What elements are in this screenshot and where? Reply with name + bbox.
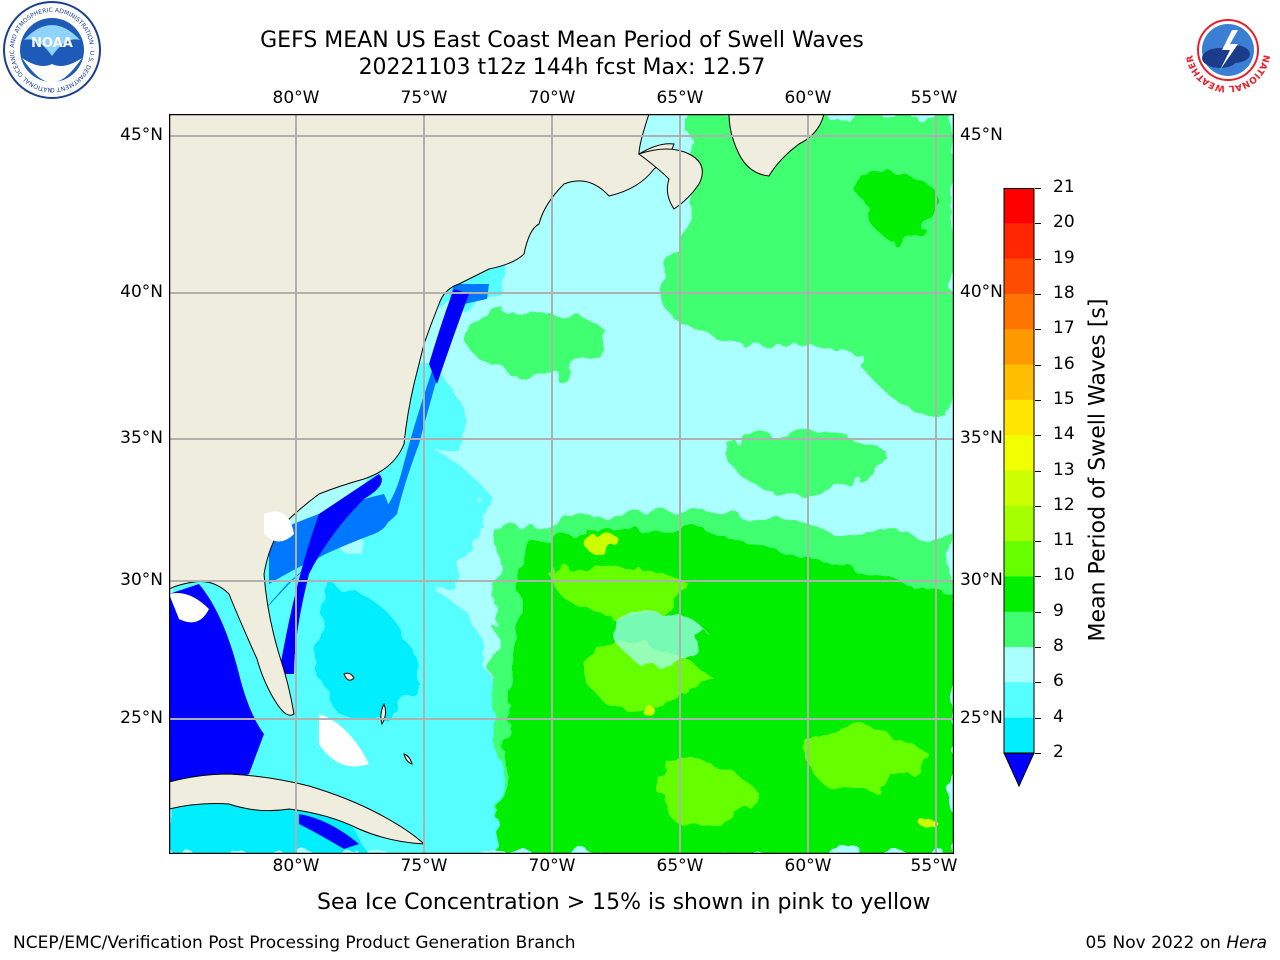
colorbar-segment [1004,399,1034,436]
colorbar-frame [1003,188,1035,754]
noaa-logo: NATIONAL OCEANIC AND ATMOSPHERIC ADMINIS… [0,0,101,99]
sea-ice-note: Sea Ice Concentration > 15% is shown in … [317,890,931,915]
white-data-gaps [169,511,369,767]
lat-label-left: 30°N [120,570,163,590]
colorbar-segment [1004,576,1034,613]
colorbar-tick-mark [1035,329,1041,331]
lon-label-bottom: 65°W [656,856,704,876]
colorbar-segment [1004,188,1034,224]
colorbar-tick-mark [1035,293,1041,295]
colorbar-segment [1004,293,1034,330]
svg-text:NOAA: NOAA [31,36,73,51]
lon-label-top: 65°W [656,88,704,108]
colorbar-tick-label: 4 [1053,706,1064,727]
colorbar-tick-label: 19 [1053,247,1075,268]
gridlines [169,114,954,854]
lon-label-top: 60°W [784,88,832,108]
colorbar-tick-mark [1035,223,1041,225]
colorbar-segment [1004,470,1034,507]
colorbar-tick-label: 14 [1053,424,1075,445]
colorbar-extend-arrow [1003,752,1035,788]
colorbar-tick-label: 2 [1053,742,1064,762]
colorbar-segment [1004,258,1034,295]
lon-label-bottom: 60°W [784,856,832,876]
colorbar-segment [1004,364,1034,401]
lat-label-right: 35°N [960,428,1003,448]
lat-label-right: 40°N [960,282,1003,302]
colorbar-tick-label: 11 [1053,530,1075,551]
nws-logo: NATIONAL WEATHER SERVICE [1176,0,1276,98]
colorbar-segment [1004,541,1034,577]
lat-label-left: 35°N [120,428,163,448]
footer-left: NCEP/EMC/Verification Post Processing Pr… [13,933,576,953]
colorbar-tick-label: 6 [1053,671,1064,692]
colorbar-tick-label: 8 [1053,636,1064,657]
lon-label-top: 70°W [528,88,576,108]
lat-label-left: 45°N [120,125,163,145]
colorbar-tick-mark [1035,258,1041,260]
colorbar-tick-label: 21 [1053,177,1075,197]
colorbar-tick-label: 13 [1053,459,1075,480]
footer-date-text: 05 Nov 2022 on [1085,933,1227,953]
colorbar [1003,188,1035,788]
colorbar-tick-label: 20 [1053,212,1075,233]
colorbar-segment [1004,505,1034,542]
nova-scotia-land [637,148,703,210]
lon-label-bottom: 70°W [528,856,576,876]
colorbar-tick-mark [1035,399,1041,401]
colorbar-tick-mark [1035,753,1041,754]
colorbar-segment [1004,611,1034,648]
colorbar-tick-mark [1035,647,1041,649]
lon-label-bottom: 55°W [910,856,958,876]
colorbar-tick-label: 10 [1053,565,1075,586]
lon-label-top: 80°W [272,88,320,108]
colorbar-tick-mark [1035,611,1041,613]
colorbar-tick-label: 18 [1053,282,1075,303]
colorbar-segment [1004,435,1034,471]
lat-label-right: 45°N [960,125,1003,145]
lat-label-left: 40°N [120,282,163,302]
map-subtitle: 20221103 t12z 144h fcst Max: 12.57 [358,55,766,80]
lat-label-left: 25°N [120,708,163,728]
footer-host: Hera [1226,933,1267,953]
colorbar-label: Mean Period of Swell Waves [s] [1085,298,1111,642]
colorbar-tick-mark [1035,470,1041,472]
colorbar-segment [1004,717,1034,754]
colorbar-tick-mark [1035,188,1041,189]
colorbar-tick-label: 12 [1053,494,1075,515]
map-title: GEFS MEAN US East Coast Mean Period of S… [260,28,864,53]
newfoundland-land [728,114,825,177]
bahamas-islands [327,672,413,765]
colorbar-tick-mark [1035,435,1041,437]
colorbar-tick-label: 9 [1053,600,1064,621]
lon-label-top: 75°W [400,88,448,108]
colorbar-segment [1004,682,1034,719]
lon-label-bottom: 80°W [272,856,320,876]
colorbar-tick-label: 16 [1053,353,1075,374]
colorbar-tick-mark [1035,541,1041,543]
colorbar-segment [1004,329,1034,366]
lat-label-right: 25°N [960,708,1003,728]
swell-field [169,114,954,854]
map-frame [169,114,954,854]
colorbar-tick-mark [1035,717,1041,719]
colorbar-segment [1004,647,1034,683]
colorbar-tick-mark [1035,682,1041,684]
colorbar-tick-label: 17 [1053,318,1075,339]
colorbar-tick-mark [1035,576,1041,578]
lat-label-right: 30°N [960,570,1003,590]
colorbar-tick-label: 15 [1053,388,1075,409]
lon-label-bottom: 75°W [400,856,448,876]
footer-date: 05 Nov 2022 on Hera [1085,933,1267,953]
lon-label-top: 55°W [910,88,958,108]
colorbar-segment [1004,223,1034,260]
colorbar-tick-mark [1035,505,1041,507]
colorbar-tick-mark [1035,364,1041,366]
swell-period-map [169,114,954,854]
